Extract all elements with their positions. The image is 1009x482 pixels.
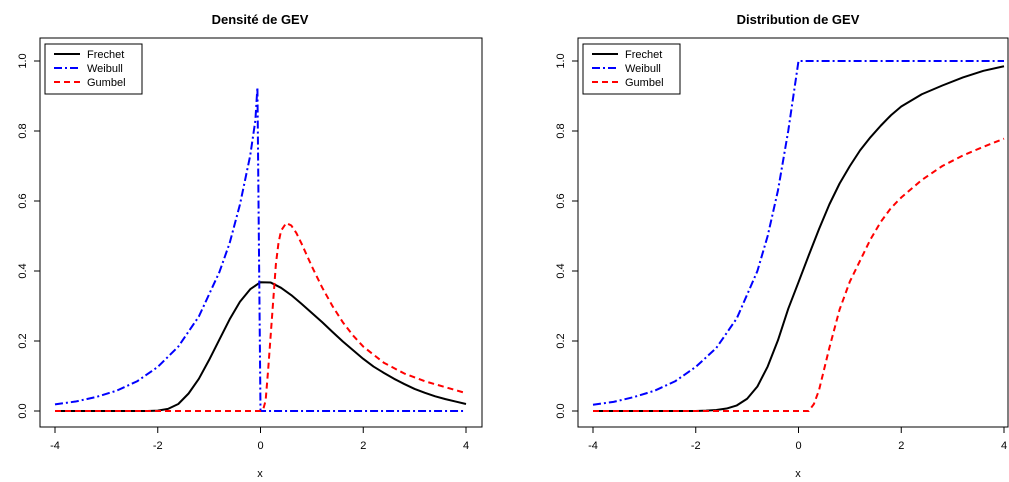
- density-x-tick-label: -2: [153, 440, 163, 452]
- distribution-legend: Frechet Weibull Gumbel: [582, 43, 681, 95]
- density-y-tick-label: 0.4: [17, 263, 29, 278]
- distribution-legend-label-gumbel: Gumbel: [625, 77, 664, 89]
- distribution-y-tick-label: 0.4: [555, 263, 567, 278]
- density-legend-label-frechet: Frechet: [87, 49, 124, 61]
- distribution-legend-label-frechet: Frechet: [625, 49, 662, 61]
- density-y-tick-label: 0.2: [17, 333, 29, 348]
- distribution-series-weibull-line: [592, 60, 1004, 406]
- density-x-tick-label: 4: [463, 440, 469, 452]
- distribution-y-tick-label: 0.0: [555, 403, 567, 418]
- density-x-tick-label: -4: [50, 440, 60, 452]
- density-y-tick-label: 0.0: [17, 403, 29, 418]
- density-y-tick-label: 0.6: [17, 193, 29, 208]
- distribution-x-tick-label: 0: [795, 440, 801, 452]
- distribution-title: Distribution de GEV: [737, 12, 860, 27]
- distribution-y-tick-label: 1.0: [555, 53, 567, 68]
- distribution-x-tick-label: -4: [588, 440, 598, 452]
- density-x-axis-label: x: [257, 468, 263, 480]
- distribution-series-gumbel-line: [593, 137, 1005, 412]
- distribution-series-frechet-line: [593, 65, 1005, 412]
- distribution-x-tick-label: -2: [691, 440, 701, 452]
- density-x-tick-label: 0: [257, 440, 263, 452]
- density-series-frechet-line: [55, 281, 467, 412]
- distribution-x-tick-label: 2: [898, 440, 904, 452]
- density-legend: Frechet Weibull Gumbel: [44, 43, 143, 95]
- distribution-y-tick-label: 0.2: [555, 333, 567, 348]
- density-legend-label-weibull: Weibull: [87, 63, 123, 75]
- density-y-tick-label: 0.8: [17, 123, 29, 138]
- distribution-x-tick-label: 4: [1001, 440, 1007, 452]
- distribution-x-axis-label: x: [795, 468, 801, 480]
- density-series-weibull-line: [54, 86, 466, 412]
- density-plot-frame: [39, 37, 483, 428]
- distribution-plot-frame: [577, 37, 1009, 428]
- density-series-gumbel-line: [55, 222, 467, 412]
- distribution-panel: Distribution de GEV x -4 -2 0 2 4 0.0 0.2 0.4 0.…: [555, 12, 1009, 480]
- density-title: Densité de GEV: [212, 12, 309, 27]
- distribution-y-tick-label: 0.8: [555, 123, 567, 138]
- density-legend-label-gumbel: Gumbel: [87, 77, 126, 89]
- density-panel: Densité de GEV x -4 -2 0 2 4 0.0 0.2 0.4 0.6 0.8 1…: [17, 12, 483, 480]
- density-x-tick-label: 2: [360, 440, 366, 452]
- distribution-legend-label-weibull: Weibull: [625, 63, 661, 75]
- density-y-tick-label: 1.0: [17, 53, 29, 68]
- distribution-y-tick-label: 0.6: [555, 193, 567, 208]
